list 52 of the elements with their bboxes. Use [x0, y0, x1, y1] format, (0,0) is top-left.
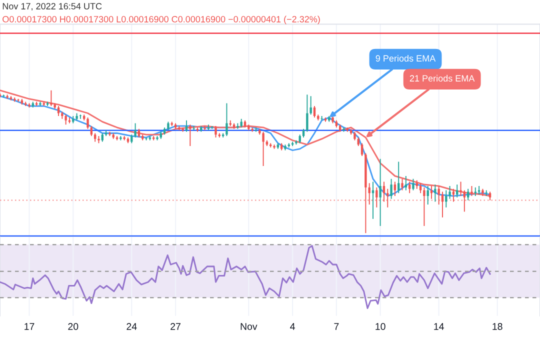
x-tick-label: 20 [68, 323, 78, 330]
candlestick [226, 102, 228, 137]
candlestick [434, 184, 436, 202]
candlestick [145, 136, 148, 141]
x-tick-label: 14 [434, 323, 444, 330]
x-tick-label: 18 [492, 323, 502, 330]
candlestick [310, 96, 312, 116]
candlestick [419, 182, 422, 194]
x-tick-label: 17 [24, 323, 34, 330]
candlestick [313, 106, 316, 118]
candlestick [134, 122, 136, 138]
x-tick-label: 4 [290, 323, 295, 330]
candlestick [412, 178, 414, 191]
candlestick [408, 181, 411, 194]
candlestick [262, 131, 264, 166]
x-tick-label: 7 [334, 323, 339, 330]
candlestick [360, 142, 364, 157]
x-tick-label: 27 [170, 323, 180, 330]
x-tick-label: 24 [126, 323, 137, 330]
candlestick [320, 116, 323, 121]
candlestick [466, 188, 470, 201]
candlestick [2, 94, 5, 98]
candlestick [398, 161, 400, 194]
candlestick [368, 182, 370, 206]
candlestick [463, 190, 466, 212]
candlestick [452, 188, 455, 202]
annotation: 21 Periods EMA [410, 74, 475, 82]
candlestick [390, 178, 392, 200]
candlestick [306, 94, 308, 132]
candlestick [404, 176, 408, 191]
candlestick [438, 186, 440, 206]
candlestick [448, 186, 451, 200]
candlestick [185, 120, 188, 132]
candlestick [394, 181, 396, 196]
candlestick [189, 124, 192, 147]
candlestick [379, 158, 382, 226]
annotation: 9 Periods EMA [376, 54, 436, 62]
candlestick [50, 90, 52, 107]
candlestick [386, 188, 389, 208]
candlestick [192, 126, 195, 131]
candlestick [86, 116, 89, 130]
candlestick [423, 186, 426, 226]
text: Nov 17, 2022 16:54 UTC [2, 3, 102, 10]
candlestick [376, 186, 378, 208]
x-tick-label: Nov [240, 323, 258, 330]
x-tick-label: 10 [376, 323, 386, 330]
candlestick [401, 178, 404, 191]
candlestick [64, 114, 67, 126]
candlestick [17, 98, 20, 102]
text: O0.00017300 H0.00017300 L0.00016900 C0.00016900 −0.00000401 (−2.32%) [2, 16, 320, 24]
candlestick [214, 126, 217, 138]
candlestick [470, 186, 473, 196]
